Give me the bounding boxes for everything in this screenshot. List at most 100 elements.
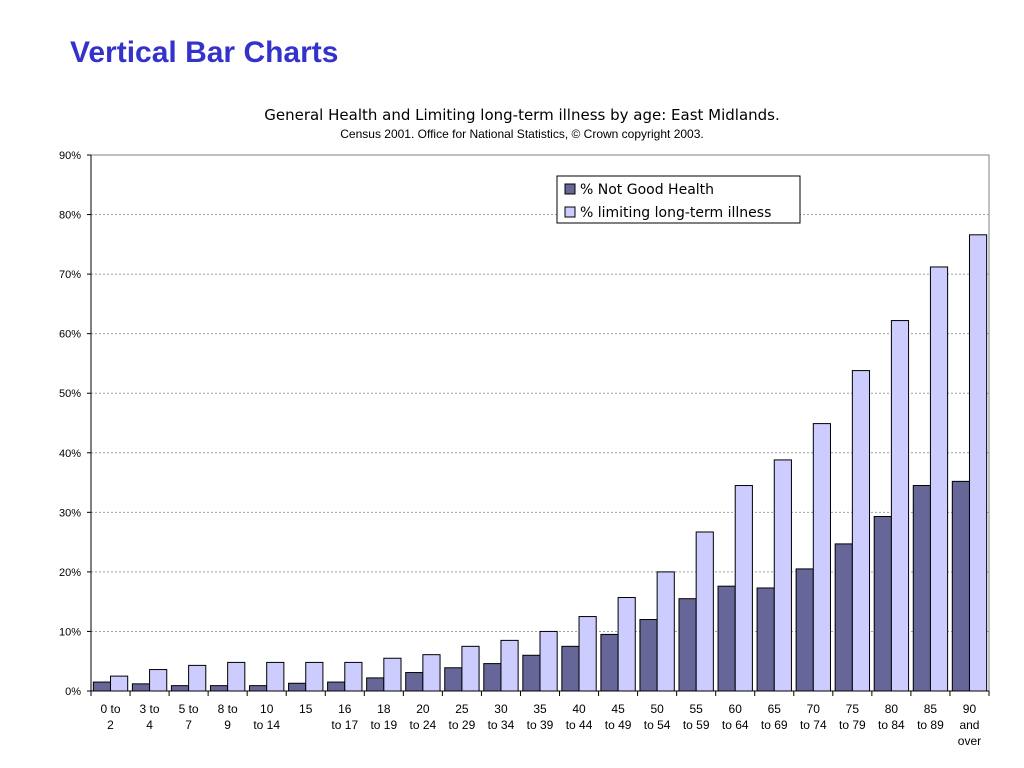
x-tick-label: 4 [146,718,153,732]
bar-limiting-illness [110,675,129,692]
bar-not-good-health [756,587,775,692]
chart-title: General Health and Limiting long-term il… [264,106,780,124]
x-tick-label: to 69 [761,718,788,732]
x-tick-label: to 24 [410,718,437,732]
x-tick-label: over [958,734,981,748]
bar-not-good-health [834,543,853,692]
y-tick-label: 0% [65,686,81,698]
bar-not-good-health [405,672,424,692]
bar-limiting-illness [929,266,949,692]
legend-swatch [564,206,576,218]
bar-limiting-illness [500,639,519,692]
bar-not-good-health [795,568,814,692]
x-tick-label: 2 [107,718,114,732]
bar-limiting-illness [422,654,441,692]
x-tick-label: 35 [533,702,547,716]
x-tick-label: 70 [807,702,821,716]
bar-not-good-health [444,667,463,692]
bar-not-good-health [678,598,697,692]
x-tick-label: 10 [260,702,274,716]
bar-not-good-health [912,485,931,692]
y-tick-label: 80% [59,210,81,222]
x-tick-label: 15 [299,702,313,716]
x-tick-label: 30 [494,702,508,716]
x-tick-label: 55 [689,702,703,716]
x-tick-label: to 14 [253,718,280,732]
bar-not-good-health [717,585,736,692]
bar-limiting-illness [773,459,792,692]
y-tick-label: 30% [59,507,81,519]
x-tick-label: 80 [885,702,899,716]
x-tick-label: 45 [611,702,625,716]
bar-limiting-illness [383,657,402,692]
y-tick-label: 40% [59,448,81,460]
bar-not-good-health [92,681,112,692]
bar-not-good-health [327,681,346,692]
bar-limiting-illness [890,320,910,692]
x-tick-label: to 34 [488,718,515,732]
x-tick-label: to 84 [878,718,905,732]
x-tick-label: and [959,718,979,732]
x-tick-label: 8 to [218,702,238,716]
x-tick-label: to 89 [917,718,944,732]
bar-not-good-health [209,685,229,692]
bar-not-good-health [170,685,190,692]
bar-limiting-illness [968,234,988,692]
x-tick-label: 18 [377,702,391,716]
bar-limiting-illness [851,370,871,692]
bar-limiting-illness [344,661,363,692]
x-tick-label: to 54 [644,718,671,732]
bar-not-good-health [288,682,307,692]
x-tick-label: 5 to [179,702,199,716]
bar-limiting-illness [305,661,324,692]
x-tick-label: 65 [768,702,782,716]
bar-limiting-illness [266,661,285,692]
x-tick-label: 9 [224,718,231,732]
legend-swatch [564,183,576,195]
x-tick-label: to 44 [566,718,593,732]
legend [556,175,801,224]
legend-label: % Not Good Health [580,182,714,198]
bar-not-good-health [131,683,151,692]
bar-not-good-health [483,663,502,692]
bar-not-good-health [639,619,658,692]
bar-limiting-illness [149,669,168,692]
x-tick-label: 75 [846,702,860,716]
x-tick-label: 16 [338,702,352,716]
x-tick-label: 25 [455,702,469,716]
bar-limiting-illness [812,423,831,692]
x-tick-label: 85 [924,702,938,716]
bar-not-good-health [951,480,970,692]
bar-limiting-illness [227,661,246,692]
x-tick-label: 90 [963,702,977,716]
x-tick-label: to 39 [527,718,554,732]
bar-limiting-illness [656,571,675,692]
bar-not-good-health [600,633,619,692]
bar-limiting-illness [461,645,480,692]
bar-not-good-health [873,516,892,692]
x-tick-label: to 29 [449,718,476,732]
x-tick-label: to 74 [800,718,827,732]
slide-title: Vertical Bar Charts [70,36,339,69]
bar-limiting-illness [617,597,636,692]
x-tick-label: 60 [729,702,743,716]
bar-limiting-illness [578,616,597,692]
bar-limiting-illness [695,531,714,692]
chart-subtitle: Census 2001. Office for National Statist… [340,127,704,141]
x-tick-label: to 19 [370,718,397,732]
x-tick-label: to 64 [722,718,749,732]
bar-limiting-illness [539,630,558,692]
x-tick-label: 0 to [101,702,121,716]
bar-not-good-health [366,677,385,692]
bar-limiting-illness [188,664,207,692]
y-tick-label: 70% [59,269,81,281]
y-tick-label: 90% [59,150,81,162]
y-tick-label: 60% [59,329,81,341]
y-tick-label: 50% [59,388,81,400]
bar-not-good-health [249,685,268,692]
x-tick-label: 50 [650,702,664,716]
x-tick-label: to 17 [331,718,358,732]
x-tick-label: to 49 [605,718,632,732]
x-tick-label: to 59 [683,718,710,732]
